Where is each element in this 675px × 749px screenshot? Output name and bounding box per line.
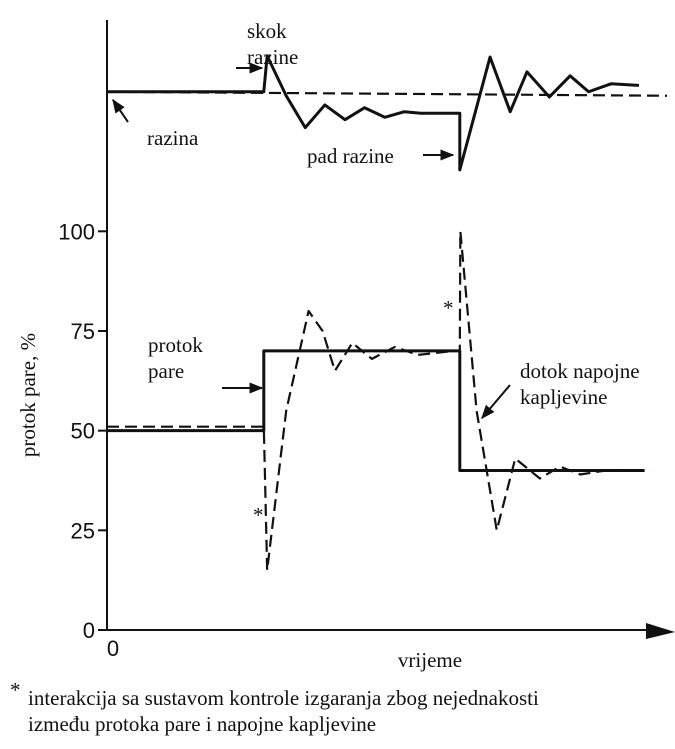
annotation: protok bbox=[148, 333, 203, 357]
annotation: razine bbox=[247, 45, 298, 69]
series-line bbox=[106, 90, 668, 97]
annotation: pad razine bbox=[307, 144, 394, 168]
y-axis-label: protok pare, % bbox=[16, 333, 40, 457]
footnote-mark: * bbox=[10, 678, 21, 702]
y-tick-label: 75 bbox=[71, 319, 95, 344]
y-tick-label: 50 bbox=[71, 419, 95, 444]
plot-area bbox=[106, 54, 668, 572]
x-axis-label: vrijeme bbox=[398, 648, 462, 672]
series-line bbox=[107, 54, 640, 172]
annotation: razina bbox=[147, 126, 199, 150]
annotation: dotok napojne bbox=[520, 359, 640, 383]
y-tick-label: 25 bbox=[71, 518, 95, 543]
series-line bbox=[107, 230, 651, 572]
annotation: pare bbox=[148, 359, 184, 383]
x-tick-label: 0 bbox=[107, 636, 119, 661]
annotation-arrows bbox=[112, 62, 511, 420]
annotation: skok bbox=[247, 19, 287, 43]
footnote-line: interakcija sa sustavom kontrole izgaran… bbox=[28, 686, 539, 710]
y-tick-label: 0 bbox=[83, 618, 95, 643]
x-axis-arrow bbox=[646, 623, 675, 639]
footnote-line: između protoka pare i napojne kapljevine bbox=[28, 712, 376, 736]
y-tick-label: 100 bbox=[58, 219, 95, 244]
annotation: * bbox=[443, 296, 454, 320]
annotation: kapljevine bbox=[520, 385, 607, 409]
annotation: * bbox=[253, 503, 264, 527]
